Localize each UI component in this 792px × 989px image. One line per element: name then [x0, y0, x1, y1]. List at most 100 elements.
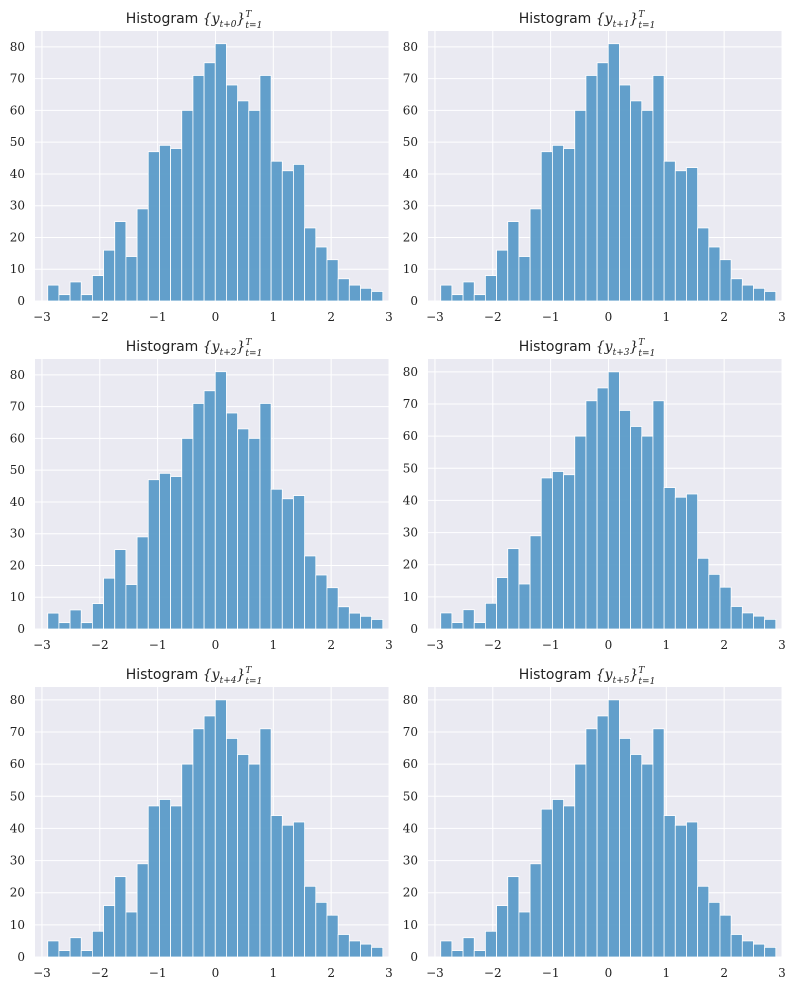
- histogram-bar: [125, 911, 138, 958]
- y-tick-label: 10: [10, 262, 25, 276]
- y-tick-label: 60: [403, 103, 418, 117]
- histogram-bar: [518, 256, 531, 302]
- y-tick-label: 50: [403, 789, 418, 803]
- y-tick-label: 20: [10, 558, 25, 572]
- x-tick-label: −1: [542, 966, 560, 980]
- histogram-bar: [237, 754, 250, 958]
- y-tick-label: 50: [10, 789, 25, 803]
- y-tick-label: 30: [403, 199, 418, 213]
- histogram-bar: [440, 612, 453, 630]
- histogram-bar: [674, 496, 687, 630]
- histogram-bar: [192, 403, 205, 630]
- histogram-bar: [159, 799, 171, 958]
- histogram-bar: [293, 164, 306, 302]
- histogram-bar: [92, 275, 104, 302]
- histogram-bar: [58, 622, 71, 630]
- histogram-bar: [686, 493, 699, 630]
- histogram-bar: [281, 824, 294, 958]
- histogram-bar: [192, 728, 205, 958]
- x-tick-label: −1: [542, 310, 560, 324]
- histogram-bar: [103, 577, 116, 630]
- histogram-bar: [674, 824, 687, 958]
- histogram-bar: [125, 256, 138, 302]
- histogram-bar: [473, 950, 486, 958]
- y-tick-label: 10: [403, 590, 418, 604]
- histogram-bar: [103, 249, 116, 302]
- histogram-bar: [641, 435, 654, 630]
- y-tick-label: 50: [403, 135, 418, 149]
- histogram-bar: [337, 278, 350, 302]
- x-tick-label: 2: [327, 638, 335, 652]
- y-tick-label: 20: [403, 886, 418, 900]
- x-tick-label: −2: [91, 966, 109, 980]
- histogram-bar: [663, 487, 676, 630]
- histogram-bar: [248, 763, 261, 958]
- histogram-bar: [507, 221, 520, 302]
- panel-title: Histogram {yt+3}T t=1: [519, 338, 656, 359]
- histogram-bar: [630, 754, 643, 958]
- histogram-bar: [440, 940, 453, 958]
- histogram-bar: [281, 170, 294, 302]
- histogram-bar: [281, 498, 294, 630]
- histogram-bar: [58, 294, 71, 302]
- histogram-bar: [326, 914, 339, 958]
- histogram-bar: [730, 606, 743, 630]
- y-tick-label: 30: [10, 527, 25, 541]
- x-tick-label: 2: [327, 966, 335, 980]
- histogram-bar: [337, 934, 350, 958]
- x-tick-label: −1: [542, 638, 560, 652]
- histogram-bar: [764, 946, 777, 958]
- y-tick-label: 0: [17, 622, 25, 636]
- y-tick-label: 0: [17, 950, 25, 964]
- histogram-bar: [753, 615, 766, 630]
- histogram-bar: [507, 548, 520, 630]
- x-tick-label: −2: [484, 638, 502, 652]
- histogram-bar: [462, 281, 475, 302]
- histogram-bar: [585, 400, 598, 630]
- histogram-bar: [360, 615, 373, 630]
- histogram-bar: [147, 805, 160, 958]
- histogram-bar: [80, 294, 93, 302]
- histogram-bar: [708, 901, 721, 958]
- panel-title: Histogram {yt+2}T t=1: [126, 338, 263, 359]
- histogram-bar: [630, 100, 643, 302]
- histogram-bar: [103, 905, 116, 958]
- histogram-bar: [607, 43, 620, 302]
- y-tick-label: 10: [403, 918, 418, 932]
- histogram-bar: [136, 208, 149, 302]
- histogram-bar: [92, 603, 104, 630]
- panel-title: Histogram {yt+1}T t=1: [519, 10, 656, 31]
- histogram-bar: [753, 287, 766, 302]
- y-tick-label: 30: [403, 854, 418, 868]
- histogram-bar: [641, 110, 654, 302]
- x-tick-label: −3: [33, 966, 51, 980]
- histogram-bar: [451, 950, 464, 958]
- histogram-bar: [214, 43, 227, 302]
- histogram-bar: [529, 535, 542, 630]
- x-tick-label: 0: [605, 310, 613, 324]
- histogram-bar: [47, 940, 60, 958]
- histogram-bar: [563, 805, 576, 958]
- histogram-bar: [764, 618, 777, 630]
- histogram-bar: [596, 62, 609, 302]
- histogram-bar: [259, 403, 272, 630]
- x-tick-label: 2: [327, 310, 335, 324]
- histogram-bar: [496, 577, 509, 630]
- x-tick-label: 0: [605, 638, 613, 652]
- histogram-bar: [270, 488, 283, 630]
- y-tick-label: 40: [10, 167, 25, 181]
- histogram-bar: [360, 943, 373, 958]
- histogram-bar: [697, 227, 710, 302]
- y-tick-label: 60: [10, 431, 25, 445]
- histogram-bar: [719, 586, 732, 630]
- y-tick-label: 80: [403, 365, 418, 379]
- histogram-bar: [473, 294, 486, 302]
- histogram-bar: [652, 75, 665, 302]
- histogram-bar: [741, 940, 754, 958]
- histogram-bar: [237, 100, 250, 302]
- histogram-bar: [304, 555, 317, 630]
- histogram-bar: [730, 278, 743, 302]
